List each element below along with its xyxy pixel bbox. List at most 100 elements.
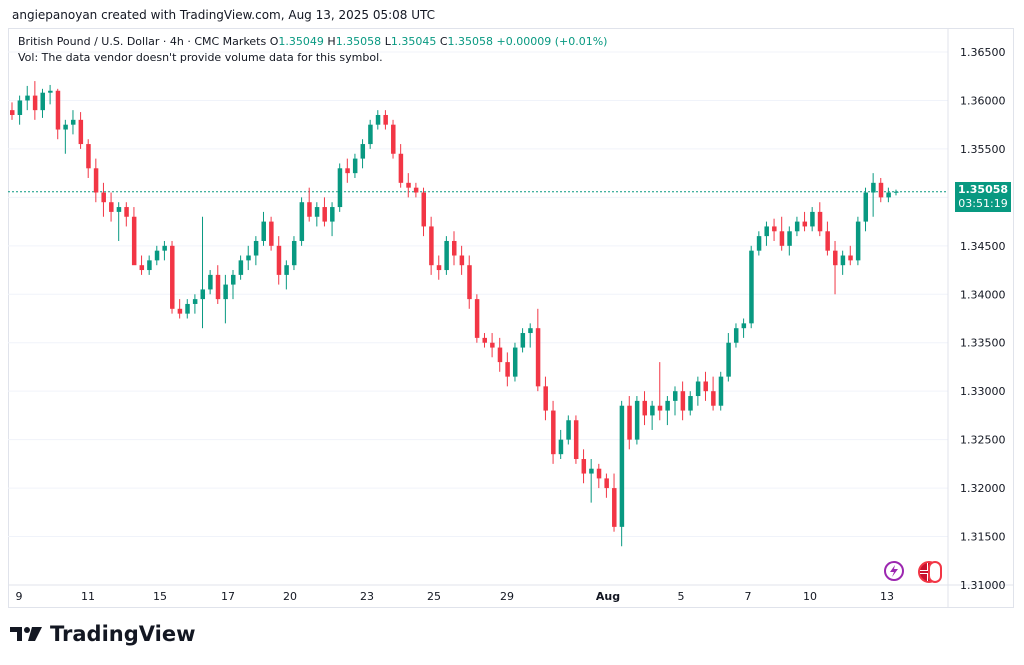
candle-body: [657, 405, 663, 411]
candle: [505, 352, 510, 387]
candle-body: [573, 420, 579, 460]
open-label: O: [269, 35, 279, 48]
candle: [429, 216, 434, 275]
candle-body: [566, 420, 571, 440]
candle-body: [116, 207, 122, 212]
candle: [322, 197, 327, 227]
change-value: +0.00009 (+0.01%): [496, 35, 608, 48]
candle-body: [695, 381, 701, 397]
candle: [360, 139, 366, 169]
candle: [596, 463, 602, 489]
chart-pane[interactable]: [8, 28, 1014, 608]
candle-body: [779, 231, 785, 246]
candle: [810, 207, 815, 232]
candle: [490, 333, 495, 358]
y-tick-label: 1.31000: [960, 579, 1006, 592]
candle: [573, 415, 579, 464]
uk-flag-icon-secondary[interactable]: [928, 561, 942, 583]
lightning-icon[interactable]: [884, 561, 904, 581]
candle: [733, 323, 739, 348]
candle: [185, 299, 190, 319]
candle: [231, 270, 236, 300]
candle-body: [718, 376, 724, 406]
candle-body: [40, 92, 45, 111]
candle: [528, 323, 533, 348]
candle: [612, 473, 617, 532]
x-tick-label: 10: [803, 590, 817, 603]
candle-body: [10, 110, 15, 115]
candle: [756, 231, 762, 256]
candle: [55, 88, 61, 140]
y-tick-label: 1.33500: [960, 337, 1006, 350]
x-tick-label: 15: [153, 590, 167, 603]
candle: [40, 88, 45, 118]
candle-body: [604, 478, 609, 489]
candle: [855, 216, 861, 266]
chart-legend: British Pound / U.S. Dollar · 4h · CMC M…: [18, 34, 607, 66]
candle: [695, 376, 701, 406]
candle: [558, 429, 564, 460]
candle: [375, 110, 381, 130]
candle-body: [505, 362, 510, 377]
candle-body: [726, 342, 731, 377]
candle-body: [688, 396, 693, 411]
candle-body: [787, 231, 792, 246]
time-axis: 9 11 15 17 20 23 25 29 Aug 5 7 10 13: [16, 590, 895, 603]
y-tick-label: 1.32500: [960, 434, 1006, 447]
candle: [368, 119, 373, 149]
candle: [307, 187, 312, 222]
candle-body: [840, 255, 846, 266]
candle-body: [627, 405, 632, 440]
candle-body: [596, 468, 602, 479]
candle-body: [78, 119, 84, 145]
candle: [718, 371, 724, 411]
candle-body: [413, 187, 419, 193]
candle: [330, 202, 335, 237]
x-tick-label: 29: [500, 590, 514, 603]
candle: [886, 187, 891, 203]
candle-body: [177, 308, 183, 314]
x-tick-label: 5: [678, 590, 685, 603]
candle: [269, 216, 274, 251]
candle-body: [665, 400, 670, 411]
candle-body: [147, 260, 152, 271]
candle-body: [215, 274, 221, 300]
candle: [246, 245, 251, 271]
candle-body: [368, 124, 373, 145]
candle-body: [139, 265, 145, 271]
candle-body: [192, 299, 198, 304]
candle-body: [673, 391, 678, 401]
candle: [535, 308, 541, 392]
candle: [421, 187, 427, 237]
candle-body: [55, 90, 61, 130]
candle: [223, 274, 228, 324]
y-tick-label: 1.33000: [960, 385, 1006, 398]
candle-body: [170, 245, 175, 309]
candle: [299, 197, 305, 246]
y-tick-label: 1.34000: [960, 288, 1006, 301]
candle: [101, 182, 106, 217]
candle: [139, 255, 145, 275]
x-tick-label: 13: [880, 590, 894, 603]
candle: [17, 95, 23, 125]
candle-body: [810, 211, 815, 227]
candle-body: [284, 265, 289, 275]
candle-body: [528, 328, 533, 334]
tradingview-brand[interactable]: TradingView: [10, 622, 195, 646]
candle: [680, 381, 686, 421]
candle: [673, 386, 678, 416]
candle-body: [749, 250, 754, 324]
candle-body: [375, 114, 381, 125]
candle-body: [383, 114, 388, 125]
candle-body: [330, 207, 335, 222]
candle-body: [490, 342, 495, 348]
candle: [817, 202, 823, 237]
candle: [474, 294, 480, 343]
candle: [215, 265, 221, 304]
candle: [848, 245, 853, 266]
x-tick-label: 7: [745, 590, 752, 603]
candle-body: [589, 468, 594, 474]
candle: [642, 391, 648, 426]
candle-body: [452, 240, 457, 256]
